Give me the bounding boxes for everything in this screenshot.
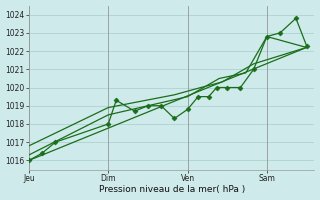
X-axis label: Pression niveau de la mer( hPa ): Pression niveau de la mer( hPa ) — [99, 185, 245, 194]
